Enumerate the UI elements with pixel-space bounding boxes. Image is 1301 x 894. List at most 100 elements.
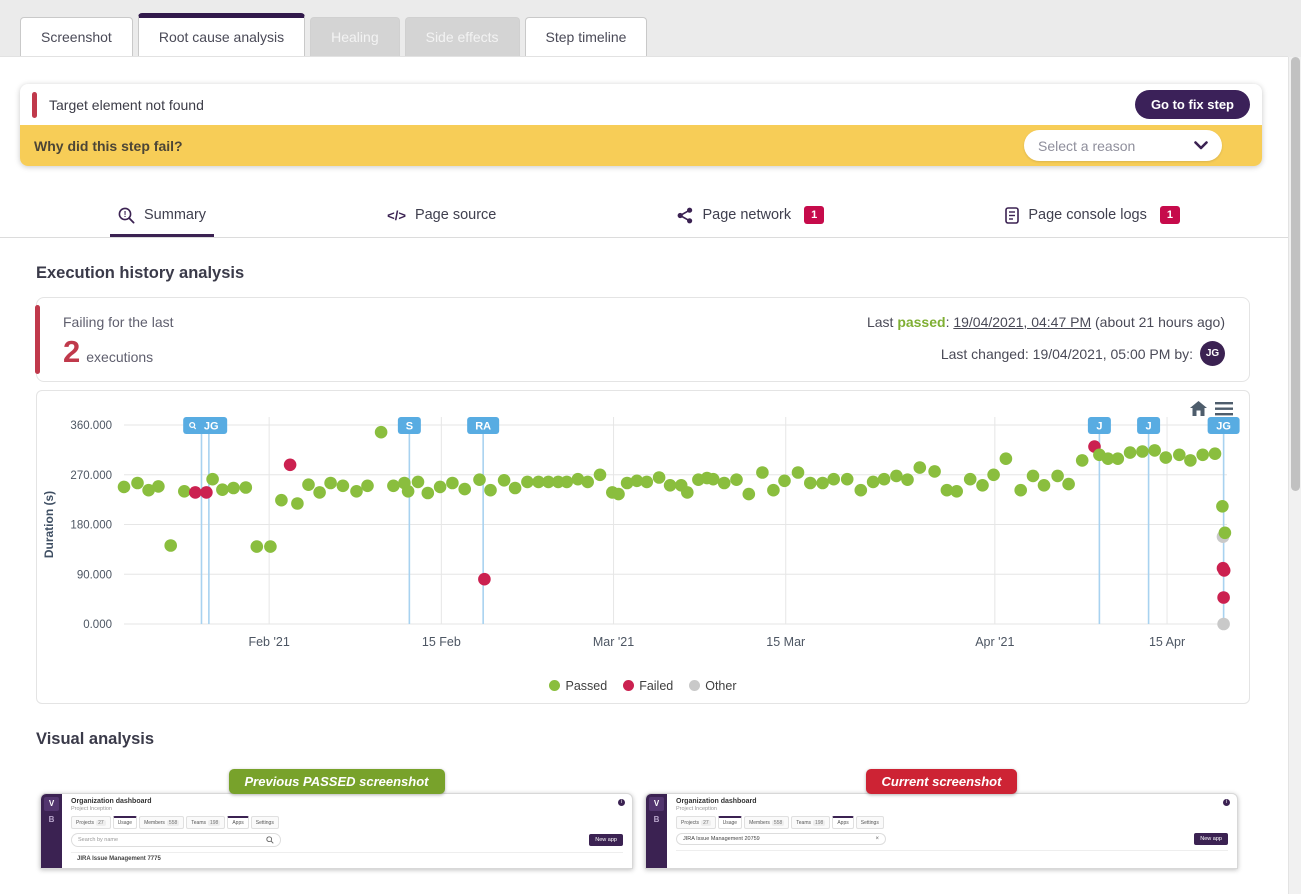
- failing-accent-bar: [35, 305, 40, 374]
- subtab-page-network[interactable]: Page network 1: [669, 196, 832, 237]
- execution-history-chart[interactable]: 0.000 90.000 180.000 270.000 360.000 Feb '21 1…: [37, 397, 1249, 659]
- home-icon[interactable]: [1190, 401, 1207, 417]
- why-failed-banner: Why did this step fail? Select a reason: [20, 125, 1262, 166]
- error-message: Target element not found: [49, 96, 204, 113]
- mini-list-item: [676, 850, 1228, 854]
- chevron-down-icon: [1194, 141, 1208, 150]
- svg-text:360.000: 360.000: [70, 420, 112, 432]
- svg-text:15 Mar: 15 Mar: [766, 635, 805, 649]
- chart-event-lines[interactable]: [200, 434, 1225, 624]
- mini-search-input: JIRA Issue Management 20759 ×: [676, 833, 886, 845]
- mini-list-item: JIRA Issue Management 7775: [71, 852, 623, 862]
- reason-select-placeholder: Select a reason: [1038, 137, 1136, 154]
- legend-dot: [689, 680, 701, 691]
- failing-count: 2: [63, 334, 81, 369]
- subtab-label: Page network: [702, 207, 792, 223]
- svg-text:15 Feb: 15 Feb: [422, 635, 461, 649]
- svg-text:S: S: [406, 421, 413, 433]
- previous-screenshot-thumbnail[interactable]: V B Organization dashboard Project Incep…: [40, 793, 633, 869]
- page-scrollbar: [1288, 0, 1301, 894]
- subtab-label: Summary: [144, 207, 207, 223]
- failing-label: Failing for the last: [63, 314, 174, 330]
- mini-tabs: Projects 27 Usage Members 558 Teams 198 App…: [71, 816, 623, 829]
- chart-event-labels[interactable]: JG S RA J J JG: [183, 417, 1240, 434]
- previous-passed-badge: Previous PASSED screenshot: [228, 769, 445, 794]
- subtab-page-console-logs[interactable]: Page console logs 1: [997, 196, 1188, 237]
- avatar[interactable]: JG: [1200, 341, 1225, 366]
- chart-modebar: [1190, 401, 1233, 417]
- subtab-summary[interactable]: ! Summary: [110, 196, 215, 237]
- legend-item-passed[interactable]: Passed: [549, 679, 607, 693]
- tab-healing: Healing: [310, 17, 400, 56]
- svg-text:270.000: 270.000: [70, 470, 112, 482]
- last-changed-line: Last changed: 19/04/2021, 05:00 PM by: J…: [867, 341, 1225, 366]
- failing-unit: executions: [86, 349, 154, 365]
- svg-text:Apr '21: Apr '21: [975, 635, 1014, 649]
- failure-alert-card: Target element not found Go to fix step …: [20, 84, 1262, 166]
- subtab-label: Page source: [414, 207, 497, 223]
- svg-text:Mar '21: Mar '21: [593, 635, 634, 649]
- current-screenshot-thumbnail[interactable]: V B Organization dashboard Project Incep…: [645, 793, 1238, 869]
- search-icon: [266, 836, 274, 844]
- go-to-fix-step-button[interactable]: Go to fix step: [1134, 90, 1250, 119]
- svg-text:J: J: [1146, 421, 1152, 433]
- info-icon: i: [618, 799, 625, 806]
- execution-history-chart-card: 0.000 90.000 180.000 270.000 360.000 Feb '21 1…: [36, 390, 1250, 704]
- legend-item-other[interactable]: Other: [689, 679, 737, 693]
- mini-logo: V: [44, 797, 59, 811]
- tab-screenshot[interactable]: Screenshot: [20, 17, 133, 56]
- chart-points[interactable]: [117, 425, 1232, 631]
- error-row: Target element not found Go to fix step: [20, 84, 1262, 125]
- mini-subtitle: Project Inception: [676, 806, 717, 812]
- svg-text:JG: JG: [204, 421, 219, 433]
- chart-axis-labels: 0.000 90.000 180.000 270.000 360.000 Feb '21 1…: [42, 420, 1185, 649]
- chart-grid: [124, 417, 1227, 625]
- analysis-subtabs: ! Summary </> Page source Page network 1: [0, 196, 1288, 238]
- scrollbar-thumb[interactable]: [1291, 57, 1300, 491]
- tab-step-timeline[interactable]: Step timeline: [524, 17, 648, 56]
- code-icon: </>: [387, 207, 406, 223]
- current-screenshot-badge: Current screenshot: [865, 769, 1018, 794]
- svg-text:JG: JG: [1216, 421, 1231, 433]
- svg-text:0.000: 0.000: [83, 619, 112, 631]
- failing-summary-card: Failing for the last 2 executions Last p…: [35, 297, 1250, 382]
- svg-text:!: !: [124, 209, 127, 219]
- menu-icon[interactable]: [1215, 401, 1233, 417]
- legend-dot: [623, 680, 635, 691]
- mini-subtitle: Project Inception: [71, 806, 112, 812]
- mini-search-input: Search by name: [71, 833, 281, 847]
- svg-text:15 Apr: 15 Apr: [1149, 635, 1185, 649]
- scrollbar-track[interactable]: [1288, 57, 1301, 894]
- svg-text:RA: RA: [475, 421, 491, 433]
- tab-side-effects: Side effects: [404, 17, 520, 56]
- subtab-label: Page console logs: [1028, 207, 1147, 223]
- svg-text:Duration (s): Duration (s): [42, 491, 56, 558]
- mini-title: Organization dashboard: [676, 798, 757, 805]
- last-passed-line: Last passed: 19/04/2021, 04:47 PM (about…: [866, 314, 1225, 330]
- mini-sidebar: V B: [41, 794, 62, 868]
- last-passed-date-link[interactable]: 19/04/2021, 04:47 PM: [953, 314, 1092, 330]
- mini-new-app-button: New app: [1194, 833, 1228, 845]
- svg-text:180.000: 180.000: [70, 520, 112, 532]
- svg-text:Feb '21: Feb '21: [248, 635, 289, 649]
- mini-new-app-button: New app: [589, 834, 623, 846]
- subtab-page-source[interactable]: </> Page source: [379, 196, 504, 237]
- console-logs-icon: [1005, 206, 1020, 224]
- legend-item-failed[interactable]: Failed: [623, 679, 673, 693]
- reason-select[interactable]: Select a reason: [1024, 130, 1222, 161]
- summary-magnifier-icon: !: [118, 207, 135, 224]
- legend-dot: [549, 680, 561, 691]
- info-icon: i: [1223, 799, 1230, 806]
- mini-logo: V: [649, 797, 664, 811]
- why-failed-question: Why did this step fail?: [34, 137, 183, 154]
- step-result-tabs: Screenshot Root cause analysis Healing S…: [0, 0, 1301, 57]
- chart-legend: Passed Failed Other: [37, 679, 1249, 693]
- svg-text:90.000: 90.000: [77, 569, 112, 581]
- mini-title: Organization dashboard: [71, 798, 152, 805]
- tab-root-cause-analysis[interactable]: Root cause analysis: [137, 13, 306, 56]
- mini-sidebar: V B: [646, 794, 667, 868]
- page-network-badge: 1: [804, 206, 825, 224]
- root-cause-panel: Target element not found Go to fix step …: [0, 57, 1288, 894]
- mini-tabs: Projects 27 Usage Members 558 Teams 198 App…: [676, 816, 1228, 829]
- error-accent-bar: [32, 91, 37, 118]
